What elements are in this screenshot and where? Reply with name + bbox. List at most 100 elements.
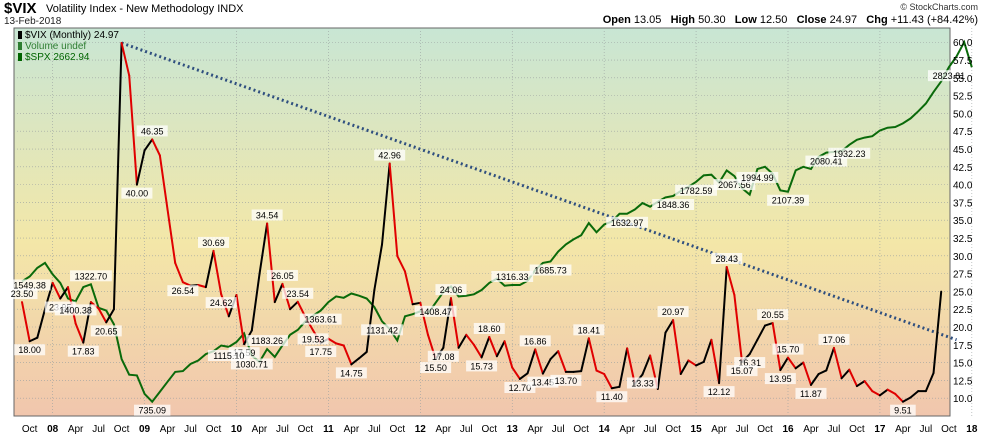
legend-label: $VIX (Monthly) 24.97 (25, 30, 119, 41)
annotation-bg (374, 149, 406, 161)
vix-segment (702, 338, 713, 363)
vix-annotation: 20.65 (95, 326, 118, 336)
y-tick-label: 30.0 (953, 252, 973, 263)
x-tick-label: 09 (139, 424, 151, 435)
vix-segment (809, 372, 820, 386)
annotation-bg (657, 306, 689, 318)
vix-segment (197, 284, 207, 289)
vix-segment (465, 333, 475, 346)
annotation-bg (136, 125, 168, 137)
x-tick-label: Apr (711, 424, 727, 435)
spx-annotation: 1549.38 (13, 280, 46, 290)
vix-segment (74, 322, 85, 344)
vix-segment (871, 390, 881, 397)
vix-segment (365, 288, 376, 353)
spx-annotation: 1408.47 (419, 307, 452, 317)
annotation-bg (767, 194, 809, 206)
x-tick-label: Jul (460, 424, 473, 435)
annotation-bg (675, 184, 717, 196)
vix-segment (59, 286, 69, 300)
annotation-bg (652, 199, 694, 211)
y-tick-label: 32.5 (953, 234, 973, 245)
x-tick-label: Jul (276, 424, 289, 435)
high-label: High (670, 14, 696, 26)
annotation-bg (736, 171, 779, 183)
x-tick-label: Apr (895, 424, 911, 435)
vix-segment (687, 359, 698, 367)
spx-annotation: 1183.26 (251, 336, 283, 346)
annotation-bg (8, 279, 51, 291)
vix-segment (526, 348, 537, 375)
vix-segment (112, 41, 123, 311)
annotation-bg (297, 333, 329, 345)
annotation-bg (414, 305, 457, 317)
x-tick-label: Oct (757, 424, 773, 435)
vix-segment (848, 368, 858, 388)
vix-segment (158, 154, 169, 211)
vix-segment (779, 356, 789, 372)
vix-segment (718, 265, 728, 385)
vix-segment (480, 335, 491, 359)
vix-segment (174, 261, 184, 284)
annotation-bg (473, 322, 505, 334)
vix-segment (266, 222, 276, 304)
high-value: 50.30 (698, 14, 726, 26)
x-tick-label: 15 (691, 424, 703, 435)
vix-segment (932, 290, 943, 374)
vix-segment (204, 249, 215, 289)
vix-segment (664, 319, 675, 334)
annotation-bg (757, 309, 789, 321)
vix-segment (472, 343, 483, 359)
annotation-bg (205, 297, 237, 309)
vix-annotation: 20.97 (662, 307, 685, 317)
vix-segment (656, 331, 667, 390)
x-tick-label: Oct (206, 424, 222, 435)
x-tick-label: Apr (619, 424, 635, 435)
vix-segment (250, 273, 261, 332)
vix-segment (863, 380, 874, 393)
y-tick-label: 40.0 (953, 181, 973, 192)
vix-segment (289, 300, 299, 311)
vix-segment (580, 337, 590, 373)
vix-segment (511, 366, 521, 380)
spx-annotation: 1030.71 (236, 359, 269, 369)
annotation-bg (805, 155, 848, 167)
vix-annotation: 24.62 (210, 298, 233, 308)
vix-segment (557, 350, 567, 373)
vix-segment (587, 337, 598, 372)
vix-segment (181, 281, 192, 287)
vix-segment (595, 369, 606, 375)
y-tick-label: 47.5 (953, 127, 973, 138)
x-tick-label: 13 (507, 424, 519, 435)
vix-segment (924, 371, 935, 393)
vix-segment (901, 396, 912, 403)
annotation-bg (573, 324, 605, 336)
vix-segment (641, 354, 652, 376)
y-tick-label: 45.0 (953, 145, 973, 156)
annotation-bg (772, 343, 804, 355)
annotation-bg (299, 313, 342, 325)
exchange-code: INDX (217, 3, 244, 15)
ohlc-readout: Open 13.05 High 50.30 Low 12.50 Close 24… (603, 14, 978, 26)
vix-annotation: 12.70 (509, 383, 532, 393)
annotation-bg (435, 284, 467, 296)
y-tick-label: 52.5 (953, 92, 973, 103)
spx-annotation: 1848.36 (657, 200, 690, 210)
x-tick-label: 08 (47, 424, 59, 435)
annotation-bg (361, 324, 403, 336)
vix-annotation: 15.07 (731, 366, 754, 376)
annotation-bg (246, 335, 289, 347)
vix-segment (381, 162, 391, 246)
spx-annotation: 1932.23 (833, 149, 866, 159)
vix-segment (672, 319, 682, 375)
close-label: Close (796, 14, 827, 26)
close-value: 24.97 (829, 14, 858, 26)
vix-annotation: 15.50 (424, 363, 447, 373)
vix-segment (541, 358, 552, 375)
x-tick-label: Oct (114, 424, 130, 435)
watermark: © StockCharts.com (900, 2, 978, 12)
x-tick-label: Oct (941, 424, 957, 435)
vix-annotation: 26.05 (271, 271, 294, 281)
spx-annotation: 1131.42 (366, 325, 398, 335)
